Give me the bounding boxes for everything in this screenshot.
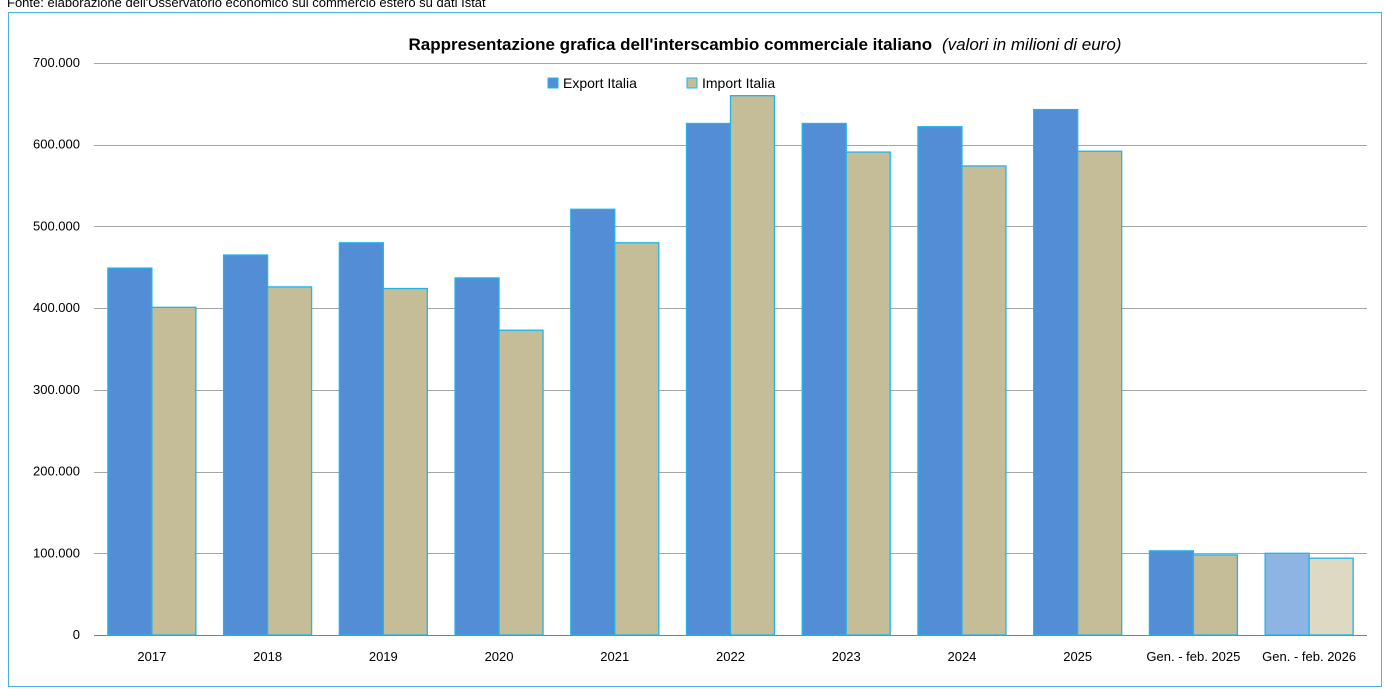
bar-import-italia	[1077, 150, 1123, 636]
y-tick-label: 500.000	[33, 218, 80, 233]
x-tick-label: 2024	[947, 649, 976, 664]
bar-export-italia	[1033, 108, 1079, 636]
y-tick-label: 100.000	[33, 545, 80, 560]
bar-export-italia	[107, 267, 153, 636]
source-note: Fonte: elaborazione dell'Osservatorio ec…	[7, 0, 486, 10]
y-tick-label: 200.000	[33, 464, 80, 479]
x-tick-label: 2018	[253, 649, 282, 664]
chart-subtitle: (valori in milioni di euro)	[942, 35, 1122, 54]
x-axis: 2017 2018 2019 2020 2021 2022 2023 2024 2025 Gen.…	[137, 649, 1356, 664]
legend-swatch	[547, 77, 559, 89]
x-tick-label: 2017	[137, 649, 166, 664]
bar-import-italia	[498, 329, 544, 636]
bar-import-italia	[845, 151, 891, 636]
bar-import-italia	[729, 95, 776, 636]
x-tick-label: 2019	[369, 649, 398, 664]
bar-export-italia	[338, 242, 384, 636]
bar-export-italia	[570, 208, 616, 636]
x-tick-label: Gen. - feb. 2025	[1146, 649, 1240, 664]
bar-import-italia	[961, 165, 1007, 636]
y-tick-label: 600.000	[33, 137, 80, 152]
legend-label: Export Italia	[563, 75, 637, 91]
x-tick-label: 2021	[600, 649, 629, 664]
bar-export-italia	[917, 126, 963, 636]
bars	[107, 95, 1354, 636]
legend: Export Italia Import Italia	[547, 75, 775, 91]
y-tick-label: 300.000	[33, 382, 80, 397]
y-tick-label: 0	[73, 627, 80, 642]
bar-export-italia	[1264, 552, 1310, 636]
chart-title: Rappresentazione grafica dell'interscamb…	[409, 35, 1122, 54]
bar-export-italia	[801, 122, 847, 636]
bar-export-italia	[222, 254, 269, 636]
legend-swatch	[686, 77, 698, 89]
bar-import-italia	[614, 242, 660, 636]
x-tick-label: 2023	[832, 649, 861, 664]
bar-import-italia	[151, 306, 197, 636]
x-tick-label: 2020	[485, 649, 514, 664]
bar-import-italia	[1308, 557, 1354, 636]
bar-export-italia	[685, 122, 732, 636]
bar-export-italia	[454, 277, 500, 636]
bar-import-italia	[266, 286, 313, 636]
x-tick-label: Gen. - feb. 2026	[1262, 649, 1356, 664]
bar-import-italia	[382, 287, 428, 636]
y-tick-label: 700.000	[33, 55, 80, 70]
chart-title-main: Rappresentazione grafica dell'interscamb…	[409, 35, 933, 54]
legend-label: Import Italia	[702, 75, 775, 91]
y-tick-label: 400.000	[33, 300, 80, 315]
bar-import-italia	[1192, 554, 1239, 636]
bar-export-italia	[1148, 550, 1195, 636]
y-axis: 0 100.000 200.000 300.000 400.000 500.000 600.…	[33, 55, 80, 642]
x-tick-label: 2025	[1063, 649, 1092, 664]
x-tick-label: 2022	[716, 649, 745, 664]
